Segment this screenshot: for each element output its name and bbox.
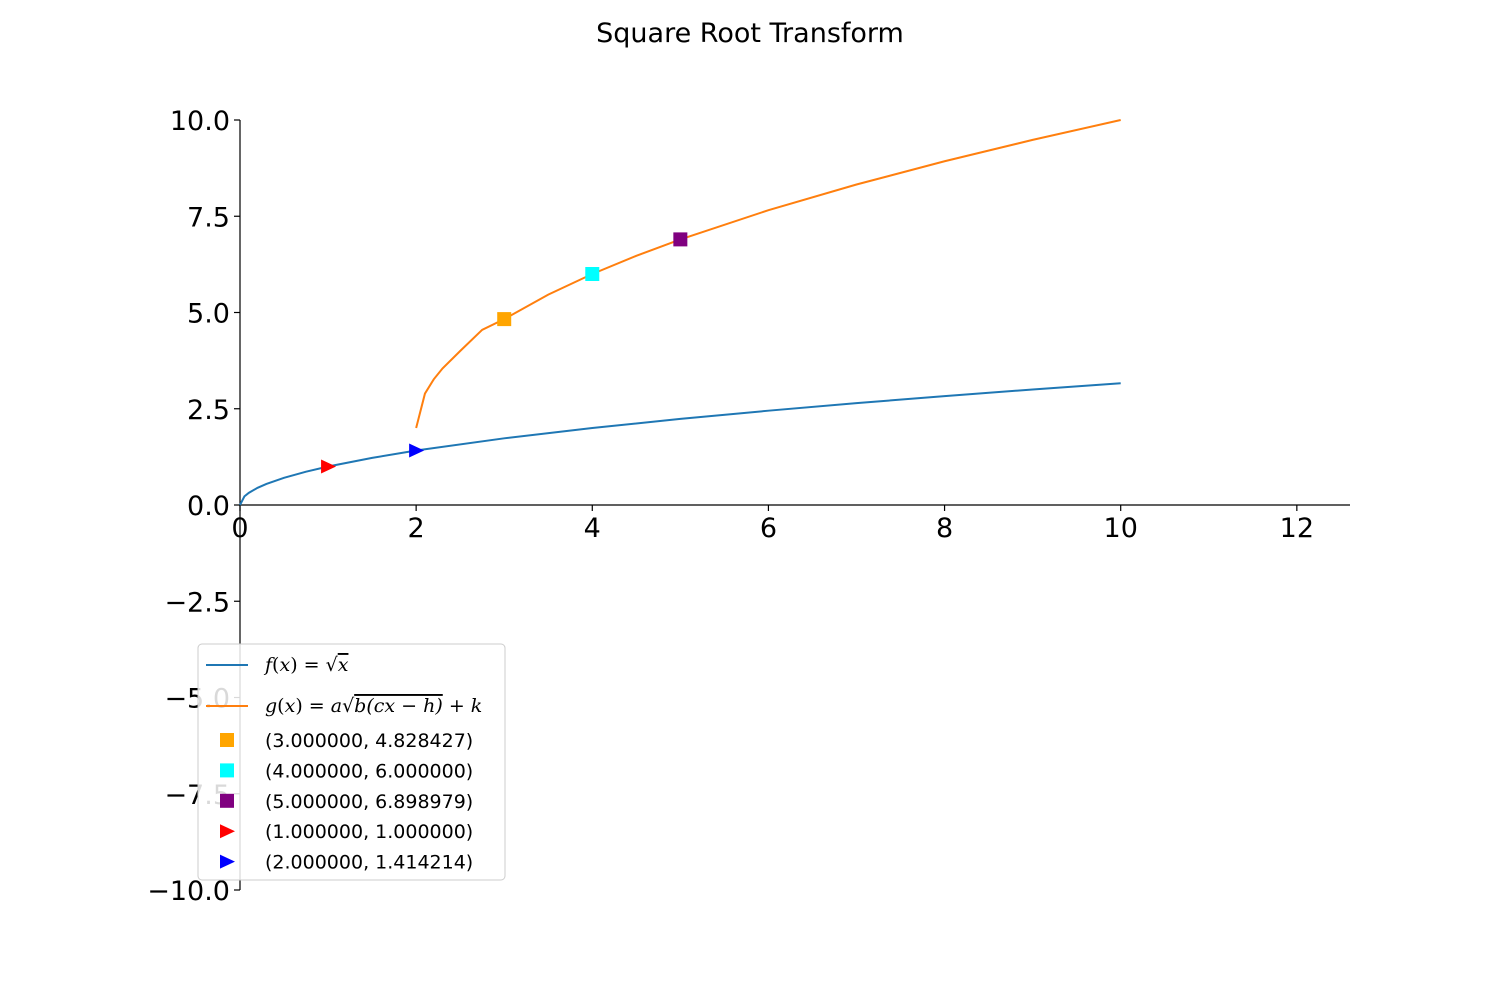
legend-marker-swatch	[220, 793, 234, 808]
legend-marker-label: (1.000000, 1.000000)	[265, 821, 473, 843]
legend-marker-label: (2.000000, 1.414214)	[265, 852, 473, 874]
legend-label-g: g(x) = a√b(cx − h) + k	[265, 695, 482, 717]
y-tick-label: 7.5	[187, 202, 230, 233]
legend-marker-swatch	[220, 733, 234, 747]
data-point-marker	[409, 443, 425, 458]
y-tick-label: −10.0	[147, 876, 230, 907]
series-line-g	[415, 119, 1121, 429]
data-point-marker	[497, 312, 512, 327]
data-point-marker	[585, 267, 600, 281]
x-tick-label: 12	[1280, 513, 1314, 544]
x-tick-label: 6	[760, 513, 777, 544]
y-tick-label: 2.5	[187, 395, 230, 426]
chart-title: Square Root Transform	[596, 18, 904, 49]
marker-layer	[321, 232, 688, 474]
legend: f(x) = √x g(x) = a√b(cx − h) + k (3.0000…	[197, 643, 506, 881]
data-point-marker	[673, 232, 688, 247]
series-layer	[239, 119, 1121, 506]
y-tick-label: 0.0	[187, 491, 230, 522]
data-point-marker	[321, 459, 337, 474]
x-axis-ticks: 0 2 4 6 8 10 12	[231, 505, 1314, 544]
x-tick-label: 2	[408, 513, 425, 544]
legend-label-f: f(x) = √x	[263, 654, 349, 676]
x-tick-label: 4	[584, 513, 601, 544]
y-tick-label: 5.0	[187, 299, 230, 330]
series-line-f	[239, 382, 1121, 506]
legend-marker-label: (3.000000, 4.828427)	[265, 730, 473, 752]
y-tick-label: 10.0	[170, 106, 230, 137]
x-tick-label: 0	[231, 513, 248, 544]
legend-marker-swatch	[220, 854, 235, 869]
legend-marker-label: (4.000000, 6.000000)	[265, 760, 473, 782]
y-tick-label: −2.5	[164, 587, 230, 618]
legend-marker-label: (5.000000, 6.898979)	[265, 791, 473, 813]
x-tick-label: 8	[936, 513, 953, 544]
x-tick-label: 10	[1104, 513, 1138, 544]
legend-marker-entries: (3.000000, 4.828427) (4.000000, 6.000000)…	[220, 730, 473, 874]
legend-frame	[197, 643, 506, 881]
legend-marker-swatch	[220, 824, 235, 839]
legend-marker-swatch	[220, 763, 234, 778]
